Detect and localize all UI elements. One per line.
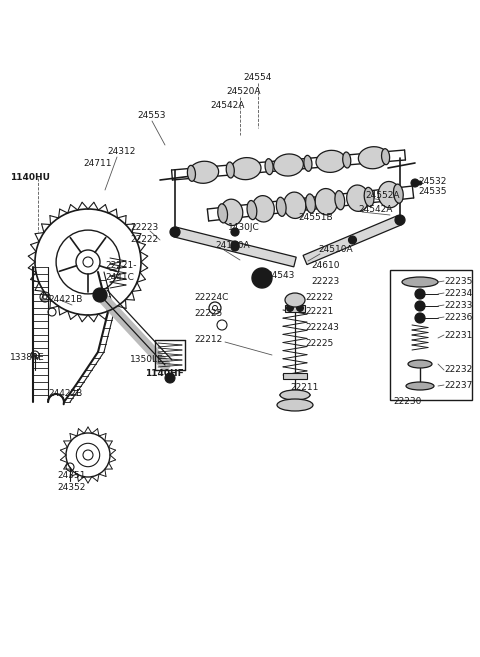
Ellipse shape: [274, 154, 303, 176]
Text: 24542A: 24542A: [211, 101, 245, 110]
Text: 24553: 24553: [138, 112, 166, 120]
Circle shape: [415, 313, 425, 323]
Text: 24543: 24543: [266, 271, 294, 279]
Text: 1140HF: 1140HF: [145, 369, 184, 378]
Text: 24352: 24352: [58, 484, 86, 493]
Ellipse shape: [231, 158, 261, 179]
Ellipse shape: [306, 194, 315, 213]
Text: 22235: 22235: [444, 277, 472, 286]
Text: 24532: 24532: [418, 177, 446, 185]
Text: 22222: 22222: [305, 292, 333, 302]
Circle shape: [231, 243, 239, 251]
Text: 2441C: 2441C: [105, 273, 134, 283]
Text: 22231: 22231: [444, 330, 472, 340]
Circle shape: [415, 289, 425, 299]
Text: 22225: 22225: [305, 338, 333, 348]
Text: 22234: 22234: [444, 288, 472, 298]
Text: 222243: 222243: [305, 323, 339, 332]
Ellipse shape: [252, 196, 275, 222]
Circle shape: [252, 268, 272, 288]
Ellipse shape: [189, 161, 218, 183]
Circle shape: [418, 181, 422, 185]
Text: 24554: 24554: [244, 74, 272, 83]
Ellipse shape: [378, 181, 400, 208]
Ellipse shape: [276, 197, 286, 216]
Text: 22237: 22237: [444, 380, 472, 390]
Text: 22221: 22221: [305, 307, 333, 315]
Text: 24535: 24535: [418, 187, 446, 196]
Polygon shape: [303, 215, 402, 265]
Circle shape: [287, 304, 293, 311]
Ellipse shape: [277, 399, 313, 411]
Ellipse shape: [316, 150, 346, 172]
Text: 1140HU: 1140HU: [10, 173, 50, 183]
Text: 24421B: 24421B: [48, 296, 83, 304]
Circle shape: [415, 301, 425, 311]
Ellipse shape: [265, 159, 273, 175]
Text: 22232: 22232: [444, 365, 472, 374]
Text: 1350LE: 1350LE: [130, 355, 164, 365]
Text: 22225: 22225: [194, 309, 222, 317]
Text: 24542A: 24542A: [358, 206, 392, 214]
Ellipse shape: [335, 191, 345, 210]
Ellipse shape: [187, 166, 195, 181]
Ellipse shape: [220, 199, 243, 225]
Ellipse shape: [284, 192, 306, 218]
Text: 1338AE: 1338AE: [10, 353, 45, 363]
Text: 24552A: 24552A: [365, 191, 399, 200]
Text: 24551B: 24551B: [298, 214, 333, 223]
Circle shape: [411, 179, 419, 187]
Circle shape: [165, 373, 175, 383]
Ellipse shape: [402, 277, 438, 287]
Ellipse shape: [394, 184, 403, 203]
Circle shape: [395, 215, 405, 225]
Circle shape: [348, 236, 357, 244]
Ellipse shape: [359, 147, 388, 169]
Text: 24610: 24610: [311, 260, 339, 269]
Text: 24351: 24351: [58, 472, 86, 480]
Text: 1430JC: 1430JC: [228, 223, 260, 233]
Text: 22224C: 22224C: [194, 294, 228, 302]
Text: 22236: 22236: [444, 313, 472, 321]
Ellipse shape: [408, 360, 432, 368]
Circle shape: [297, 304, 303, 311]
Text: 24100A: 24100A: [215, 242, 250, 250]
Text: 24422B: 24422B: [48, 388, 82, 397]
Ellipse shape: [247, 200, 257, 219]
Bar: [390, 270, 472, 400]
Circle shape: [231, 241, 239, 249]
Ellipse shape: [285, 293, 305, 307]
Circle shape: [231, 228, 239, 236]
Ellipse shape: [226, 162, 234, 178]
Text: 22223: 22223: [130, 223, 158, 233]
Ellipse shape: [406, 382, 434, 390]
Bar: [283, 373, 307, 379]
Text: 24520A: 24520A: [227, 87, 261, 97]
Text: 22211: 22211: [290, 384, 318, 392]
Text: 22233: 22233: [444, 300, 472, 309]
Text: 22212: 22212: [194, 336, 222, 344]
Ellipse shape: [382, 148, 390, 165]
Ellipse shape: [343, 152, 351, 168]
Ellipse shape: [347, 185, 369, 212]
Bar: [285, 305, 305, 312]
Ellipse shape: [280, 390, 310, 400]
Polygon shape: [174, 227, 296, 267]
Text: 24711: 24711: [84, 158, 112, 168]
Text: 22221-: 22221-: [105, 260, 136, 269]
Circle shape: [170, 227, 180, 237]
Text: 22230: 22230: [394, 397, 422, 407]
Ellipse shape: [304, 155, 312, 171]
Circle shape: [93, 288, 107, 302]
Ellipse shape: [364, 187, 374, 206]
Text: 24312: 24312: [108, 148, 136, 156]
Ellipse shape: [218, 204, 228, 223]
Text: 22222: 22222: [130, 235, 158, 244]
Text: 24510A: 24510A: [318, 246, 353, 254]
Ellipse shape: [315, 189, 337, 215]
Text: 22223: 22223: [311, 277, 339, 286]
